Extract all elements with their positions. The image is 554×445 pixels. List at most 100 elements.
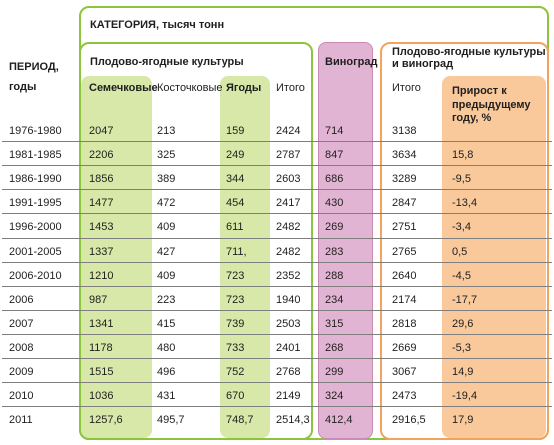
cell-growth: -5,3 bbox=[452, 342, 471, 354]
cell-total: 2503 bbox=[276, 318, 301, 330]
cell-berries: 249 bbox=[226, 149, 245, 161]
row-separator bbox=[2, 213, 552, 214]
cell-seed: 1453 bbox=[89, 221, 114, 233]
cell-grapes: 234 bbox=[325, 294, 344, 306]
cell-combined: 3138 bbox=[392, 125, 417, 137]
cell-berries: 739 bbox=[226, 318, 245, 330]
row-separator bbox=[2, 310, 552, 311]
cell-seed: 1210 bbox=[89, 270, 114, 282]
cell-total: 1940 bbox=[276, 294, 301, 306]
cell-combined: 2669 bbox=[392, 342, 417, 354]
col-growth-header-line1: Прирост к bbox=[452, 85, 507, 97]
growth-column-fill bbox=[442, 76, 546, 438]
cell-total: 2401 bbox=[276, 342, 301, 354]
cell-combined: 2174 bbox=[392, 294, 417, 306]
cell-stone: 409 bbox=[157, 270, 176, 282]
cell-stone: 495,7 bbox=[157, 414, 185, 426]
cell-seed: 1515 bbox=[89, 366, 114, 378]
cell-stone: 223 bbox=[157, 294, 176, 306]
period-header-line2: годы bbox=[9, 81, 37, 93]
cell-combined: 2473 bbox=[392, 390, 417, 402]
cell-berries: 670 bbox=[226, 390, 245, 402]
cell-berries: 711, bbox=[226, 246, 247, 258]
period-header-line1: ПЕРИОД, bbox=[9, 61, 59, 73]
row-separator bbox=[2, 358, 552, 359]
cell-seed: 1337 bbox=[89, 246, 114, 258]
cell-grapes: 269 bbox=[325, 221, 344, 233]
row-separator bbox=[2, 189, 552, 190]
cell-growth: -19,4 bbox=[452, 390, 478, 402]
cell-berries: 159 bbox=[226, 125, 245, 137]
cell-grapes: 430 bbox=[325, 197, 344, 209]
row-separator bbox=[2, 334, 552, 335]
cell-growth: -3,4 bbox=[452, 221, 471, 233]
cell-total: 2603 bbox=[276, 173, 301, 185]
cell-total: 2768 bbox=[276, 366, 301, 378]
seed-column-fill bbox=[81, 76, 152, 438]
cell-combined: 2916,5 bbox=[392, 414, 426, 426]
combined-frame bbox=[380, 42, 549, 440]
row-separator bbox=[2, 382, 552, 383]
cell-growth: -13,4 bbox=[452, 197, 478, 209]
cell-stone: 409 bbox=[157, 221, 176, 233]
combined-title-line2: и виноград bbox=[392, 58, 454, 70]
cell-grapes: 283 bbox=[325, 246, 344, 258]
cell-period: 2011 bbox=[9, 414, 33, 426]
cell-growth: -9,5 bbox=[452, 173, 471, 185]
col-stone-header: Косточковые bbox=[157, 82, 223, 94]
cell-berries: 611 bbox=[226, 221, 244, 233]
cell-berries: 454 bbox=[226, 197, 245, 209]
cell-total: 2149 bbox=[276, 390, 301, 402]
row-separator bbox=[2, 406, 552, 407]
cell-berries: 748,7 bbox=[226, 414, 254, 426]
category-title: КАТЕГОРИЯ, тысяч тонн bbox=[90, 19, 225, 31]
cell-period: 2001-2005 bbox=[9, 246, 62, 258]
cell-total: 2482 bbox=[276, 221, 301, 233]
cell-seed: 1036 bbox=[89, 390, 114, 402]
cell-total: 2787 bbox=[276, 149, 301, 161]
fruit-group-title: Плодово-ягодные культуры bbox=[90, 56, 244, 68]
cell-grapes: 714 bbox=[325, 125, 344, 137]
cell-combined: 3634 bbox=[392, 149, 417, 161]
cell-combined: 3289 bbox=[392, 173, 417, 185]
cell-period: 2010 bbox=[9, 390, 34, 402]
grapes-title: Виноград bbox=[325, 56, 378, 68]
cell-berries: 723 bbox=[226, 294, 245, 306]
cell-combined: 2640 bbox=[392, 270, 417, 282]
cell-seed: 1856 bbox=[89, 173, 114, 185]
cell-growth: 0,5 bbox=[452, 246, 468, 258]
cell-period: 1996-2000 bbox=[9, 221, 62, 233]
cell-grapes: 847 bbox=[325, 149, 344, 161]
row-separator bbox=[2, 141, 552, 142]
cell-stone: 415 bbox=[157, 318, 176, 330]
cell-berries: 344 bbox=[226, 173, 245, 185]
cell-grapes: 268 bbox=[325, 342, 344, 354]
cell-stone: 431 bbox=[157, 390, 176, 402]
cell-total: 2514,3 bbox=[276, 414, 310, 426]
cell-period: 2006-2010 bbox=[9, 270, 62, 282]
cell-stone: 389 bbox=[157, 173, 176, 185]
cell-combined: 2847 bbox=[392, 197, 417, 209]
col-total-header: Итого bbox=[276, 82, 305, 94]
fruit-group-frame bbox=[79, 42, 313, 440]
col-seed-header: Семечковые bbox=[89, 82, 158, 94]
cell-growth: 29,6 bbox=[452, 318, 474, 330]
grapes-column-fill bbox=[318, 42, 373, 439]
row-separator bbox=[2, 238, 552, 239]
cell-grapes: 299 bbox=[325, 366, 344, 378]
cell-period: 2009 bbox=[9, 366, 34, 378]
row-separator bbox=[2, 286, 552, 287]
cell-grapes: 324 bbox=[325, 390, 344, 402]
cell-period: 2007 bbox=[9, 318, 34, 330]
cell-stone: 325 bbox=[157, 149, 176, 161]
cell-growth: 15,8 bbox=[452, 149, 474, 161]
berries-column-fill bbox=[220, 76, 270, 438]
cell-period: 2008 bbox=[9, 342, 34, 354]
cell-growth: -4,5 bbox=[452, 270, 471, 282]
col-combined-total-header: Итого bbox=[392, 82, 421, 94]
cell-stone: 480 bbox=[157, 342, 176, 354]
col-berries-header: Ягоды bbox=[226, 82, 262, 94]
cell-seed: 1257,6 bbox=[89, 414, 123, 426]
cell-berries: 733 bbox=[226, 342, 245, 354]
cell-grapes: 686 bbox=[325, 173, 344, 185]
